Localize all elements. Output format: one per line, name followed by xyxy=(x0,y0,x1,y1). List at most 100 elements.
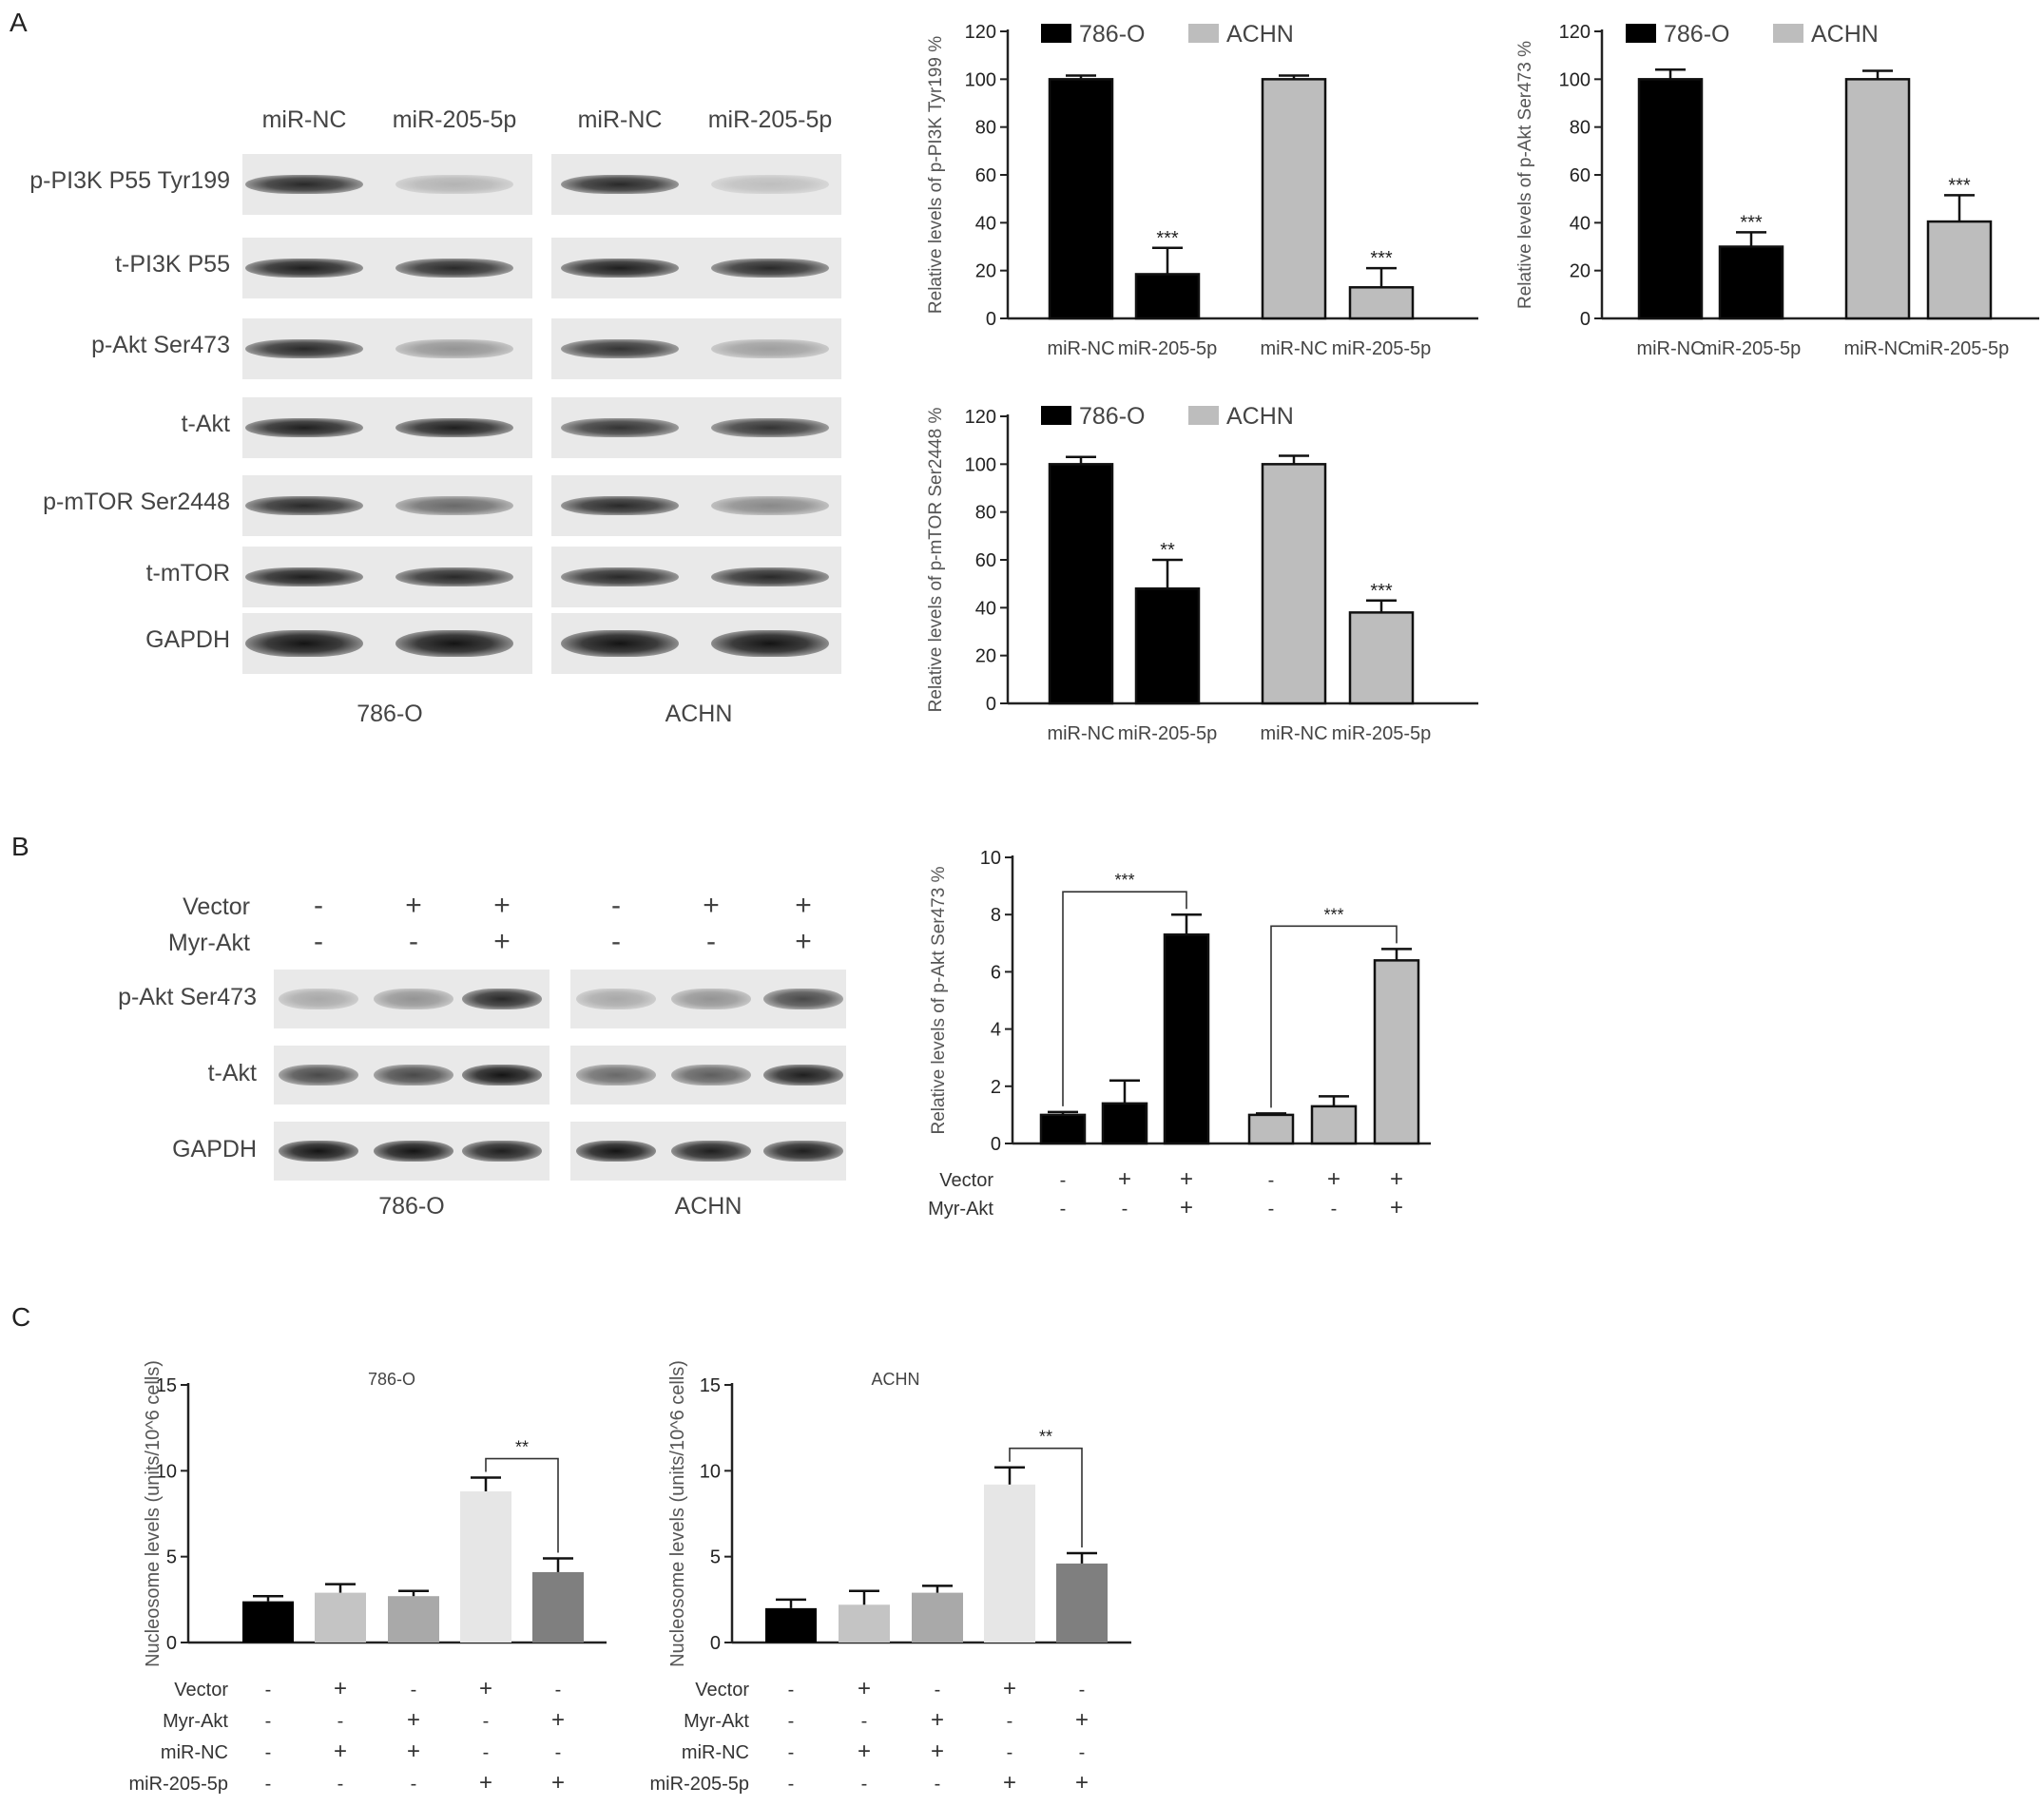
legend-swatch xyxy=(1041,406,1071,425)
sign-row-label: Vector xyxy=(939,1170,993,1191)
sign-value: + xyxy=(1180,1195,1193,1220)
blot-b-strip xyxy=(274,970,550,1028)
blot-b-band xyxy=(279,989,358,1009)
blot-b-strip xyxy=(570,1122,846,1181)
sign-value: - xyxy=(1079,1680,1086,1700)
sign-value: + xyxy=(1075,1707,1089,1733)
blot-b-band xyxy=(462,989,542,1009)
bar xyxy=(984,1484,1035,1643)
x-tick-label: miR-205-5p xyxy=(1118,338,1217,359)
bar xyxy=(1056,1563,1108,1643)
western-blot-a: miR-NC miR-205-5p miR-NC miR-205-5p p-PI3K P… xyxy=(0,0,856,741)
x-tick-label: miR-205-5p xyxy=(1118,723,1217,744)
bar xyxy=(1637,78,1704,320)
blot-a-row-label: p-Akt Ser473 xyxy=(91,332,230,358)
sign-value: - xyxy=(788,1680,795,1700)
blot-a-band xyxy=(561,567,679,586)
blot-a-row-label: t-mTOR xyxy=(145,560,230,586)
legend-label: 786-O xyxy=(1079,21,1145,48)
sign-value: - xyxy=(788,1742,795,1763)
sign-value: + xyxy=(479,1676,492,1701)
x-tick-label: miR-NC xyxy=(1260,338,1327,359)
bar xyxy=(1247,1113,1295,1145)
blot-b-band xyxy=(462,1141,542,1162)
blot-a-band xyxy=(561,496,679,515)
blot-b-sign: + xyxy=(493,890,511,921)
blot-b-sign: + xyxy=(405,890,422,921)
blot-a-row-label: p-mTOR Ser2448 xyxy=(43,489,230,515)
blot-a-band xyxy=(561,175,679,194)
bar xyxy=(1348,611,1415,705)
y-tick-label: 100 xyxy=(965,454,996,475)
bar xyxy=(532,1571,584,1643)
sign-value: + xyxy=(931,1739,944,1764)
blot-b-sign: - xyxy=(314,926,323,957)
blot-a-band xyxy=(395,418,513,437)
blot-b-band xyxy=(576,1065,656,1086)
blot-a-band xyxy=(395,175,513,194)
blot-a-band xyxy=(711,259,829,278)
blot-a-band xyxy=(245,418,363,437)
sign-value: - xyxy=(935,1774,941,1795)
y-tick-label: 0 xyxy=(991,1134,1001,1155)
blot-b-cell-label: 786-O xyxy=(378,1193,445,1220)
western-blot-b: Vector - + + - + + Myr-Akt - - + - - + p-Akt Ser473 t-A… xyxy=(0,855,856,1236)
x-tick-label: miR-205-5p xyxy=(1910,338,2009,359)
blot-a-band xyxy=(395,259,513,278)
blot-b-cell-label: ACHN xyxy=(674,1193,742,1220)
legend-label: ACHN xyxy=(1811,21,1879,48)
bar xyxy=(1261,463,1327,705)
blot-b-row-label: p-Akt Ser473 xyxy=(118,984,257,1010)
legend-swatch xyxy=(1041,24,1071,43)
significance-bracket xyxy=(1270,925,1398,1108)
blot-a-band xyxy=(561,418,679,437)
sign-value: - xyxy=(1268,1170,1275,1191)
blot-a-band xyxy=(711,496,829,515)
blot-b-band xyxy=(462,1065,542,1086)
legend-label: 786-O xyxy=(1664,21,1729,48)
y-tick-label: 15 xyxy=(156,1375,177,1396)
significance-label: *** xyxy=(1370,581,1393,602)
sign-value: + xyxy=(551,1707,565,1733)
y-tick-label: 0 xyxy=(986,309,996,330)
sign-value: + xyxy=(407,1707,420,1733)
blot-a-band xyxy=(245,496,363,515)
blot-a-band xyxy=(245,339,363,358)
sign-value: - xyxy=(1060,1199,1067,1220)
y-tick-label: 0 xyxy=(166,1633,177,1654)
sign-value: - xyxy=(1007,1742,1013,1763)
sign-row-label: Vector xyxy=(695,1680,749,1700)
sign-value: - xyxy=(1268,1199,1275,1220)
blot-a-band xyxy=(395,339,513,358)
sign-value: - xyxy=(1007,1711,1013,1732)
sign-value: + xyxy=(334,1739,347,1764)
significance-label: *** xyxy=(1156,228,1179,249)
sign-row-label: Myr-Akt xyxy=(163,1711,228,1732)
blot-a-band xyxy=(711,418,829,437)
sign-value: - xyxy=(411,1774,417,1795)
blot-b-band xyxy=(763,1065,843,1086)
y-axis-label: Relative levels of p-PI3K Tyr199 % xyxy=(926,36,946,314)
y-tick-label: 6 xyxy=(991,962,1001,983)
sign-row-label: miR-NC xyxy=(161,1742,228,1763)
chart-title: ACHN xyxy=(871,1370,919,1389)
blot-a-cell-label: ACHN xyxy=(665,701,733,727)
blot-a-strip xyxy=(551,547,841,607)
blot-b-band xyxy=(671,989,751,1009)
blot-b-row-label: Vector xyxy=(183,893,250,920)
sign-value: - xyxy=(265,1680,272,1700)
y-tick-label: 40 xyxy=(1570,213,1591,234)
blot-a-lane-label: miR-205-5p xyxy=(392,106,517,133)
blot-a-strip xyxy=(242,238,532,298)
sign-value: + xyxy=(1390,1166,1403,1192)
y-tick-label: 40 xyxy=(975,213,996,234)
y-axis-label: Relative levels of p-mTOR Ser2448 % xyxy=(926,408,946,713)
blot-b-row-label: Myr-Akt xyxy=(167,930,250,956)
sign-value: + xyxy=(1118,1166,1131,1192)
sign-value: + xyxy=(1003,1770,1016,1796)
blot-b-band xyxy=(576,989,656,1009)
x-tick-label: miR-205-5p xyxy=(1702,338,1801,359)
blot-b-sign: - xyxy=(706,926,716,957)
sign-value: - xyxy=(1079,1742,1086,1763)
sign-value: + xyxy=(1390,1195,1403,1220)
